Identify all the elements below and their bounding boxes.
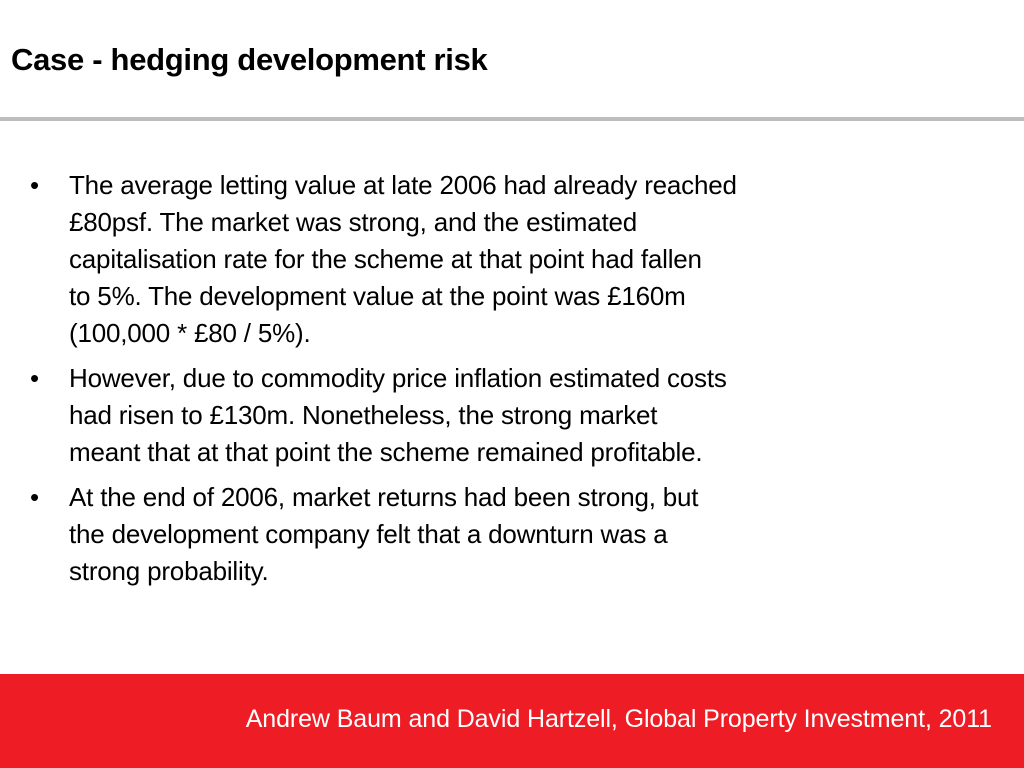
bullet-line: meant that at that point the scheme rema…	[69, 437, 703, 467]
bullet-line: However, due to commodity price inflatio…	[69, 363, 727, 393]
bullet-line: the development company felt that a down…	[69, 519, 668, 549]
bullet-line: At the end of 2006, market returns had b…	[69, 482, 699, 512]
bullet-item: • At the end of 2006, market returns had…	[30, 479, 900, 590]
footer-citation: Andrew Baum and David Hartzell, Global P…	[245, 705, 992, 733]
bullet-item: • The average letting value at late 2006…	[30, 167, 900, 352]
bullet-dot: •	[30, 170, 39, 200]
footer-bar: Andrew Baum and David Hartzell, Global P…	[0, 674, 1024, 768]
slide-title: Case - hedging development risk	[11, 42, 488, 77]
bullet-line: The average letting value at late 2006 h…	[69, 170, 737, 200]
bullet-line: to 5%. The development value at the poin…	[69, 281, 686, 311]
bullet-line: strong probability.	[69, 556, 269, 586]
bullet-line: (100,000 * £80 / 5%).	[69, 318, 311, 348]
title-divider	[0, 117, 1024, 121]
bullet-line: capitalisation rate for the scheme at th…	[69, 244, 702, 274]
bullet-dot: •	[30, 482, 39, 512]
bullet-list: • The average letting value at late 2006…	[30, 167, 900, 598]
bullet-line: had risen to £130m. Nonetheless, the str…	[69, 400, 658, 430]
bullet-dot: •	[30, 363, 39, 393]
bullet-line: £80psf. The market was strong, and the e…	[69, 207, 638, 237]
bullet-item: • However, due to commodity price inflat…	[30, 360, 900, 471]
